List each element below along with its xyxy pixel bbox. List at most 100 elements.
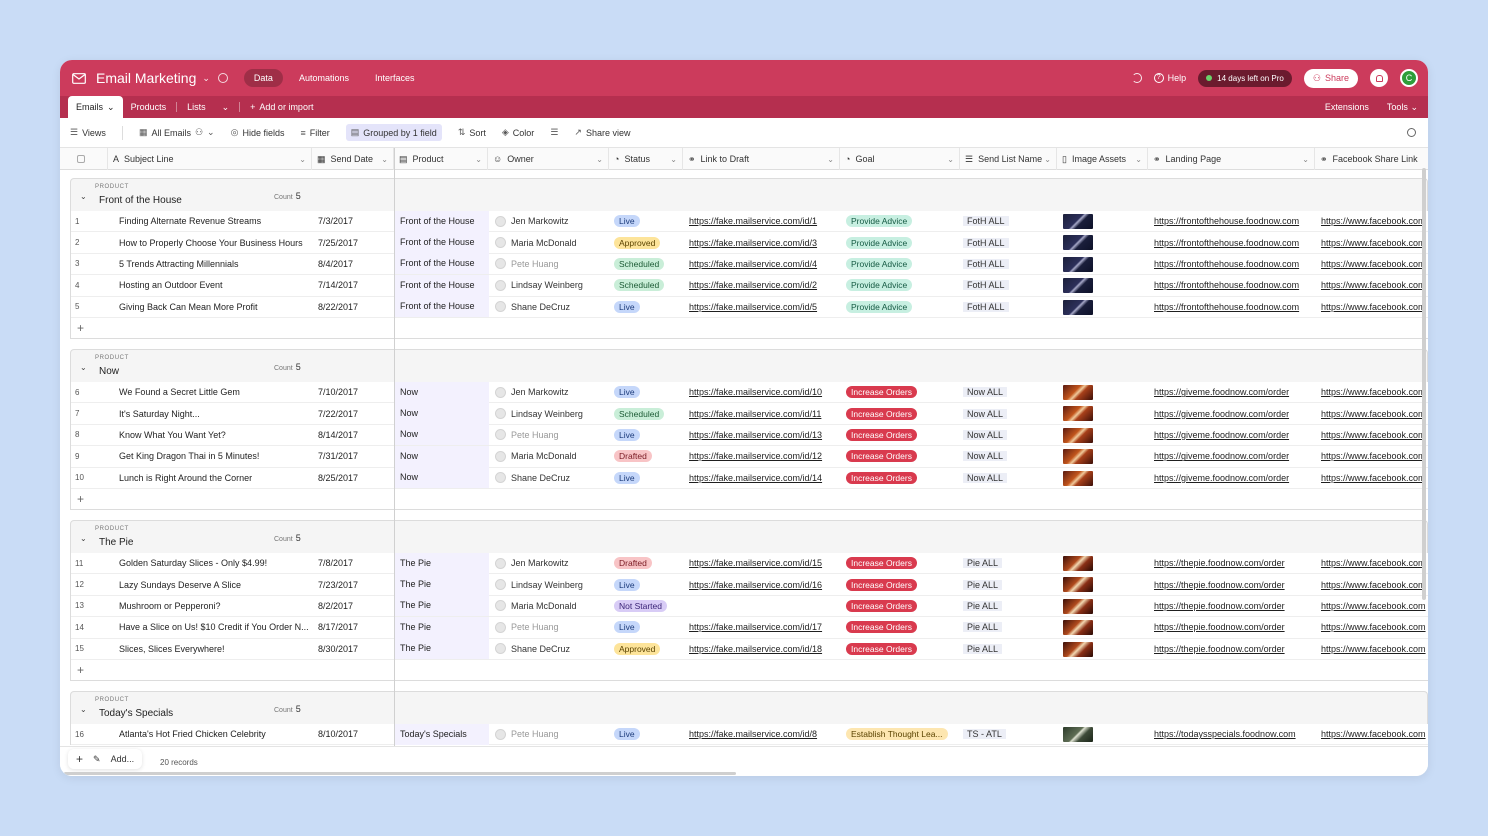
- send-date-cell[interactable]: 8/2/2017: [318, 600, 354, 611]
- column-header-facebook[interactable]: ⚭ Facebook Share Link: [1315, 148, 1428, 170]
- table-row[interactable]: 6 We Found a Secret Little Gem 7/10/2017 No…: [71, 381, 1428, 404]
- more-tables-chevron-icon[interactable]: ⌄: [221, 101, 230, 112]
- facebook-share-link[interactable]: https://www.facebook.com: [1321, 451, 1426, 462]
- image-asset-thumbnail[interactable]: [1063, 620, 1093, 636]
- search-icon[interactable]: [1407, 128, 1416, 137]
- goal-cell[interactable]: Increase Orders: [846, 407, 917, 420]
- send-list-cell[interactable]: Now ALL: [963, 451, 1008, 462]
- views-button[interactable]: ☰ Views: [70, 127, 106, 138]
- send-date-cell[interactable]: 7/22/2017: [318, 408, 359, 419]
- send-list-cell[interactable]: Now ALL: [963, 472, 1008, 483]
- trial-badge[interactable]: 14 days left on Pro: [1198, 69, 1292, 87]
- status-cell[interactable]: Scheduled: [614, 257, 665, 270]
- owner-cell[interactable]: Shane DeCruz: [495, 301, 610, 313]
- send-date-cell[interactable]: 8/22/2017: [318, 301, 359, 312]
- column-header-owner[interactable]: ☺ Owner ⌄: [488, 148, 609, 170]
- table-row[interactable]: 9 Get King Dragon Thai in 5 Minutes! 7/31/…: [71, 445, 1428, 468]
- send-list-cell[interactable]: FotH ALL: [963, 280, 1009, 291]
- subject-cell[interactable]: We Found a Secret Little Gem: [119, 387, 240, 398]
- product-cell[interactable]: Now: [395, 445, 489, 467]
- landing-page-link[interactable]: https://thepie.foodnow.com/order: [1154, 558, 1285, 569]
- image-asset-thumbnail[interactable]: [1063, 641, 1093, 657]
- send-date-cell[interactable]: 7/3/2017: [318, 216, 354, 227]
- owner-cell[interactable]: Jen Markowitz: [495, 557, 610, 569]
- image-asset-thumbnail[interactable]: [1063, 449, 1093, 465]
- facebook-share-link[interactable]: https://www.facebook.com: [1321, 301, 1426, 312]
- column-header-image-assets[interactable]: ▯ Image Assets ⌄: [1057, 148, 1148, 170]
- status-cell[interactable]: Drafted: [614, 557, 652, 570]
- image-asset-thumbnail[interactable]: [1063, 727, 1093, 742]
- draft-link[interactable]: https://fake.mailservice.com/id/8: [689, 729, 818, 740]
- table-row[interactable]: 8 Know What You Want Yet? 8/14/2017 Now Pete…: [71, 424, 1428, 447]
- tab-data[interactable]: Data: [243, 69, 283, 87]
- column-header-goal[interactable]: ◔ Goal ⌄: [840, 148, 960, 170]
- subject-cell[interactable]: Hosting an Outdoor Event: [119, 280, 223, 291]
- draft-link[interactable]: https://fake.mailservice.com/id/15: [689, 558, 823, 569]
- landing-page-link[interactable]: https://frontofthehouse.foodnow.com: [1154, 301, 1300, 312]
- chevron-down-icon[interactable]: ⌄: [80, 192, 87, 201]
- subject-cell[interactable]: Golden Saturday Slices - Only $4.99!: [119, 558, 268, 569]
- product-cell[interactable]: Front of the House: [395, 232, 489, 254]
- facebook-share-link[interactable]: https://www.facebook.com: [1321, 729, 1426, 740]
- column-header-send-date[interactable]: ▦ Send Date ⌄: [312, 148, 394, 170]
- subject-cell[interactable]: Lunch is Right Around the Corner: [119, 472, 253, 483]
- table-tab-lists[interactable]: Lists: [187, 102, 206, 112]
- draft-link[interactable]: https://fake.mailservice.com/id/12: [689, 451, 823, 462]
- owner-cell[interactable]: Maria McDonald: [495, 600, 610, 612]
- landing-page-link[interactable]: https://frontofthehouse.foodnow.com: [1154, 237, 1300, 248]
- send-date-cell[interactable]: 7/8/2017: [318, 558, 354, 569]
- goal-cell[interactable]: Increase Orders: [846, 450, 917, 463]
- product-cell[interactable]: The Pie: [395, 616, 489, 638]
- table-tab-products[interactable]: Products: [130, 102, 167, 112]
- facebook-share-link[interactable]: https://www.facebook.com: [1321, 558, 1426, 569]
- table-row[interactable]: 12 Lazy Sundays Deserve A Slice 7/23/2017 T…: [71, 574, 1428, 596]
- table-row[interactable]: 1 Finding Alternate Revenue Streams 7/3/20…: [71, 210, 1428, 233]
- image-asset-thumbnail[interactable]: [1063, 598, 1093, 614]
- send-date-cell[interactable]: 7/31/2017: [318, 451, 359, 462]
- add-record-button[interactable]: + ✎ Add...: [68, 749, 143, 769]
- landing-page-link[interactable]: https://giveme.foodnow.com/order: [1154, 387, 1290, 398]
- goal-cell[interactable]: Provide Advice: [846, 236, 913, 249]
- history-icon[interactable]: [1131, 73, 1142, 83]
- send-date-cell[interactable]: 8/25/2017: [318, 472, 359, 483]
- goal-cell[interactable]: Provide Advice: [846, 215, 913, 228]
- send-list-cell[interactable]: Now ALL: [963, 387, 1008, 398]
- draft-link[interactable]: https://fake.mailservice.com/id/4: [689, 258, 818, 269]
- table-row[interactable]: 7 It's Saturday Night... 7/22/2017 Now Linds…: [71, 403, 1428, 425]
- subject-cell[interactable]: Atlanta's Hot Fried Chicken Celebrity: [119, 729, 266, 740]
- facebook-share-link[interactable]: https://www.facebook.com: [1321, 622, 1426, 633]
- subject-cell[interactable]: It's Saturday Night...: [119, 408, 200, 419]
- send-date-cell[interactable]: 8/4/2017: [318, 258, 354, 269]
- goal-cell[interactable]: Provide Advice: [846, 300, 913, 313]
- group-button[interactable]: ▤ Grouped by 1 field: [345, 124, 442, 141]
- product-cell[interactable]: Front of the House: [395, 210, 489, 232]
- subject-cell[interactable]: Have a Slice on Us! $10 Credit if You Or…: [119, 622, 309, 633]
- subject-cell[interactable]: 5 Trends Attracting Millennials: [119, 258, 239, 269]
- image-asset-thumbnail[interactable]: [1063, 299, 1093, 315]
- product-cell[interactable]: Front of the House: [395, 274, 489, 296]
- tools-button[interactable]: Tools ⌄: [1387, 102, 1418, 113]
- table-row[interactable]: 16 Atlanta's Hot Fried Chicken Celebrity 8…: [71, 723, 1428, 746]
- owner-cell[interactable]: Pete Huang: [495, 258, 610, 270]
- extensions-button[interactable]: Extensions: [1324, 102, 1369, 112]
- share-view-button[interactable]: ↗ Share view: [574, 127, 630, 138]
- chevron-down-icon[interactable]: ⌄: [80, 363, 87, 372]
- send-list-cell[interactable]: FotH ALL: [963, 258, 1009, 269]
- draft-link[interactable]: https://fake.mailservice.com/id/10: [689, 387, 823, 398]
- send-list-cell[interactable]: FotH ALL: [963, 301, 1009, 312]
- owner-cell[interactable]: Jen Markowitz: [495, 386, 610, 398]
- landing-page-link[interactable]: https://giveme.foodnow.com/order: [1154, 429, 1290, 440]
- status-cell[interactable]: Approved: [614, 236, 661, 249]
- landing-page-link[interactable]: https://frontofthehouse.foodnow.com: [1154, 280, 1300, 291]
- goal-cell[interactable]: Increase Orders: [846, 621, 917, 634]
- base-title[interactable]: Email Marketing: [96, 70, 197, 86]
- facebook-share-link[interactable]: https://www.facebook.com: [1321, 387, 1426, 398]
- help-button[interactable]: ? Help: [1153, 73, 1186, 83]
- send-list-cell[interactable]: Now ALL: [963, 408, 1008, 419]
- product-cell[interactable]: Now: [395, 424, 489, 446]
- landing-page-link[interactable]: https://thepie.foodnow.com/order: [1154, 579, 1285, 590]
- subject-cell[interactable]: Mushroom or Pepperoni?: [119, 600, 221, 611]
- send-list-cell[interactable]: FotH ALL: [963, 237, 1009, 248]
- landing-page-link[interactable]: https://thepie.foodnow.com/order: [1154, 600, 1285, 611]
- goal-cell[interactable]: Establish Thought Lea...: [846, 728, 948, 741]
